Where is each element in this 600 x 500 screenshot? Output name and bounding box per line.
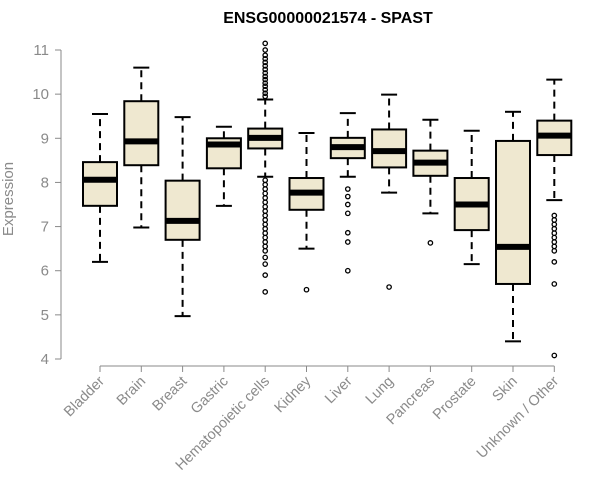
outlier-point xyxy=(262,217,269,223)
outlier-point xyxy=(262,254,269,261)
outlier-point xyxy=(344,229,351,236)
outlier-point xyxy=(262,52,269,59)
outlier-point xyxy=(262,40,269,47)
box-hematopoietic-cells xyxy=(247,40,284,295)
outlier-point xyxy=(262,59,269,66)
outlier-point xyxy=(262,76,269,83)
x-tick-label: Bladder xyxy=(61,373,108,420)
y-tick-label: 9 xyxy=(41,130,49,147)
outlier-point xyxy=(262,47,269,53)
outlier-point xyxy=(262,66,269,73)
outlier-point xyxy=(551,230,558,237)
outlier-point xyxy=(262,177,269,184)
outlier-point xyxy=(551,234,558,241)
outlier-point xyxy=(262,212,269,219)
outlier-point xyxy=(262,243,269,250)
x-tick-label: Kidney xyxy=(272,373,315,416)
y-tick-label: 10 xyxy=(32,86,49,103)
box-body xyxy=(495,139,531,285)
outlier-point xyxy=(262,80,269,86)
outlier-point xyxy=(344,186,351,192)
box-body xyxy=(82,161,118,207)
box-liver xyxy=(329,112,366,274)
outlier-point xyxy=(344,201,351,208)
outlier-point xyxy=(262,63,269,69)
plot-area xyxy=(82,40,573,359)
box-unknown-other xyxy=(536,78,573,359)
y-axis-label: Expression xyxy=(0,162,17,236)
box-kidney xyxy=(288,131,325,293)
box-body xyxy=(164,179,201,241)
outlier-point xyxy=(551,212,558,219)
x-tick-label: Liver xyxy=(322,373,356,407)
y-tick-label: 11 xyxy=(33,42,49,59)
x-tick-label: Brain xyxy=(114,374,149,409)
box-gastric xyxy=(205,125,242,207)
outlier-point xyxy=(262,181,269,188)
box-skin xyxy=(495,110,531,343)
outlier-point xyxy=(344,193,351,200)
outlier-point xyxy=(551,243,558,250)
outlier-point xyxy=(262,186,269,192)
y-tick-label: 7 xyxy=(41,219,49,236)
x-tick-label: Skin xyxy=(490,374,521,405)
outlier-point xyxy=(262,93,269,100)
outlier-point xyxy=(262,239,269,245)
box-pancreas xyxy=(412,118,449,246)
outlier-point xyxy=(262,234,269,241)
y-tick-label: 8 xyxy=(41,174,49,191)
outlier-point xyxy=(551,248,558,254)
box-prostate xyxy=(453,129,490,266)
outlier-point xyxy=(262,70,269,76)
outlier-point xyxy=(427,240,434,246)
outlier-point xyxy=(262,55,269,62)
outlier-point xyxy=(551,221,558,228)
outlier-point xyxy=(551,281,558,287)
box-brain xyxy=(123,66,160,229)
box-body xyxy=(123,100,160,167)
outlier-point xyxy=(303,286,310,293)
outlier-point xyxy=(262,225,269,232)
outlier-point xyxy=(262,208,269,214)
outlier-point xyxy=(551,239,558,245)
y-tick-label: 4 xyxy=(41,351,49,368)
x-tick-label: Breast xyxy=(149,374,190,415)
outlier-point xyxy=(344,210,351,217)
outlier-point xyxy=(262,90,269,97)
y-tick-label: 5 xyxy=(41,307,49,324)
outlier-point xyxy=(262,289,269,295)
box-breast xyxy=(164,116,201,318)
box-lung xyxy=(371,93,408,290)
outlier-point xyxy=(262,230,269,237)
outlier-point xyxy=(262,83,269,90)
outlier-point xyxy=(262,221,269,228)
outlier-point xyxy=(344,267,351,274)
box-bladder xyxy=(82,113,118,263)
outlier-point xyxy=(262,195,269,201)
outlier-point xyxy=(262,272,269,278)
outlier-point xyxy=(262,86,269,93)
outlier-point xyxy=(551,259,558,265)
chart-title: ENSG00000021574 - SPAST xyxy=(223,10,433,27)
outlier-point xyxy=(262,203,269,210)
outlier-point xyxy=(262,190,269,197)
x-tick-label: Lung xyxy=(363,374,397,408)
outlier-point xyxy=(386,284,392,290)
outlier-point xyxy=(262,73,269,80)
x-tick-label: Prostate xyxy=(430,374,479,423)
outlier-point xyxy=(551,352,558,359)
outlier-point xyxy=(551,217,558,223)
outlier-point xyxy=(344,239,351,245)
y-tick-label: 6 xyxy=(41,263,49,280)
outlier-point xyxy=(551,225,558,232)
outlier-point xyxy=(262,261,269,267)
outlier-point xyxy=(262,248,269,254)
y-axis: 4 5 6 7 8 9 10 11 xyxy=(32,42,62,368)
outlier-point xyxy=(262,199,269,206)
